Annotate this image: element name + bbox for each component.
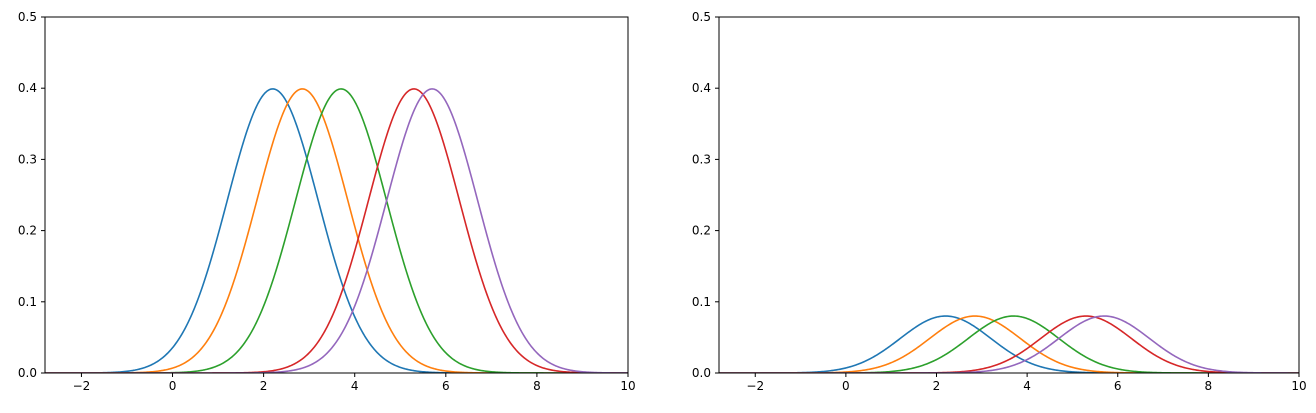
left-series-line-3 xyxy=(45,88,628,373)
right-axes-frame xyxy=(718,16,1300,374)
right-x-tick-label: 0 xyxy=(842,379,850,393)
left-x-tick-label: 0 xyxy=(169,379,177,393)
left-series-line-1 xyxy=(45,88,628,373)
left-x-tick-label: 6 xyxy=(442,379,450,393)
right-series-line-5 xyxy=(719,315,1299,373)
right-x-tick-label: −2 xyxy=(746,379,764,393)
right-y-tick-label: 0.1 xyxy=(692,295,711,309)
left-series-line-5 xyxy=(45,88,628,373)
left-y-tick-label: 0.0 xyxy=(18,366,37,380)
left-plot-area xyxy=(45,88,628,373)
right-plot-area xyxy=(719,315,1299,373)
left-x-tick-label: 4 xyxy=(351,379,359,393)
left-y-tick-label: 0.1 xyxy=(18,295,37,309)
right-series-line-3 xyxy=(719,315,1299,373)
left-y-tick-label: 0.3 xyxy=(18,152,37,166)
right-x-tick-label: 4 xyxy=(1023,379,1031,393)
left-axes-frame xyxy=(44,16,629,374)
right-x-tick-label: 6 xyxy=(1114,379,1122,393)
right-series-line-2 xyxy=(719,315,1299,373)
left-series-line-2 xyxy=(45,88,628,373)
right-series-line-4 xyxy=(719,315,1299,373)
left-x-tick-label: 10 xyxy=(620,379,635,393)
left-y-tick-label: 0.2 xyxy=(18,224,37,238)
right-x-tick-label: 8 xyxy=(1205,379,1213,393)
left-series-line-4 xyxy=(45,88,628,373)
left-x-tick-label: 8 xyxy=(533,379,541,393)
right-y-tick-label: 0.3 xyxy=(692,152,711,166)
right-y-tick-label: 0.5 xyxy=(692,10,711,24)
right-x-tick-label: 2 xyxy=(933,379,941,393)
right-y-tick-label: 0.2 xyxy=(692,224,711,238)
left-y-tick-label: 0.4 xyxy=(18,81,37,95)
chart-right: −2 0 2 4 6 8 10 0.0 0.1 0.2 0.3 0.4 0.5 xyxy=(692,10,1307,393)
right-series-line-1 xyxy=(719,315,1299,373)
right-x-tick-label: 10 xyxy=(1291,379,1306,393)
right-y-tick-label: 0.4 xyxy=(692,81,711,95)
left-x-tick-label: −2 xyxy=(73,379,91,393)
right-y-tick-label: 0.0 xyxy=(692,366,711,380)
left-x-tick-label: 2 xyxy=(260,379,268,393)
chart-left: −2 0 2 4 6 8 10 0.0 0.1 0.2 0.3 0.4 0.5 xyxy=(18,10,636,393)
left-y-tick-label: 0.5 xyxy=(18,10,37,24)
